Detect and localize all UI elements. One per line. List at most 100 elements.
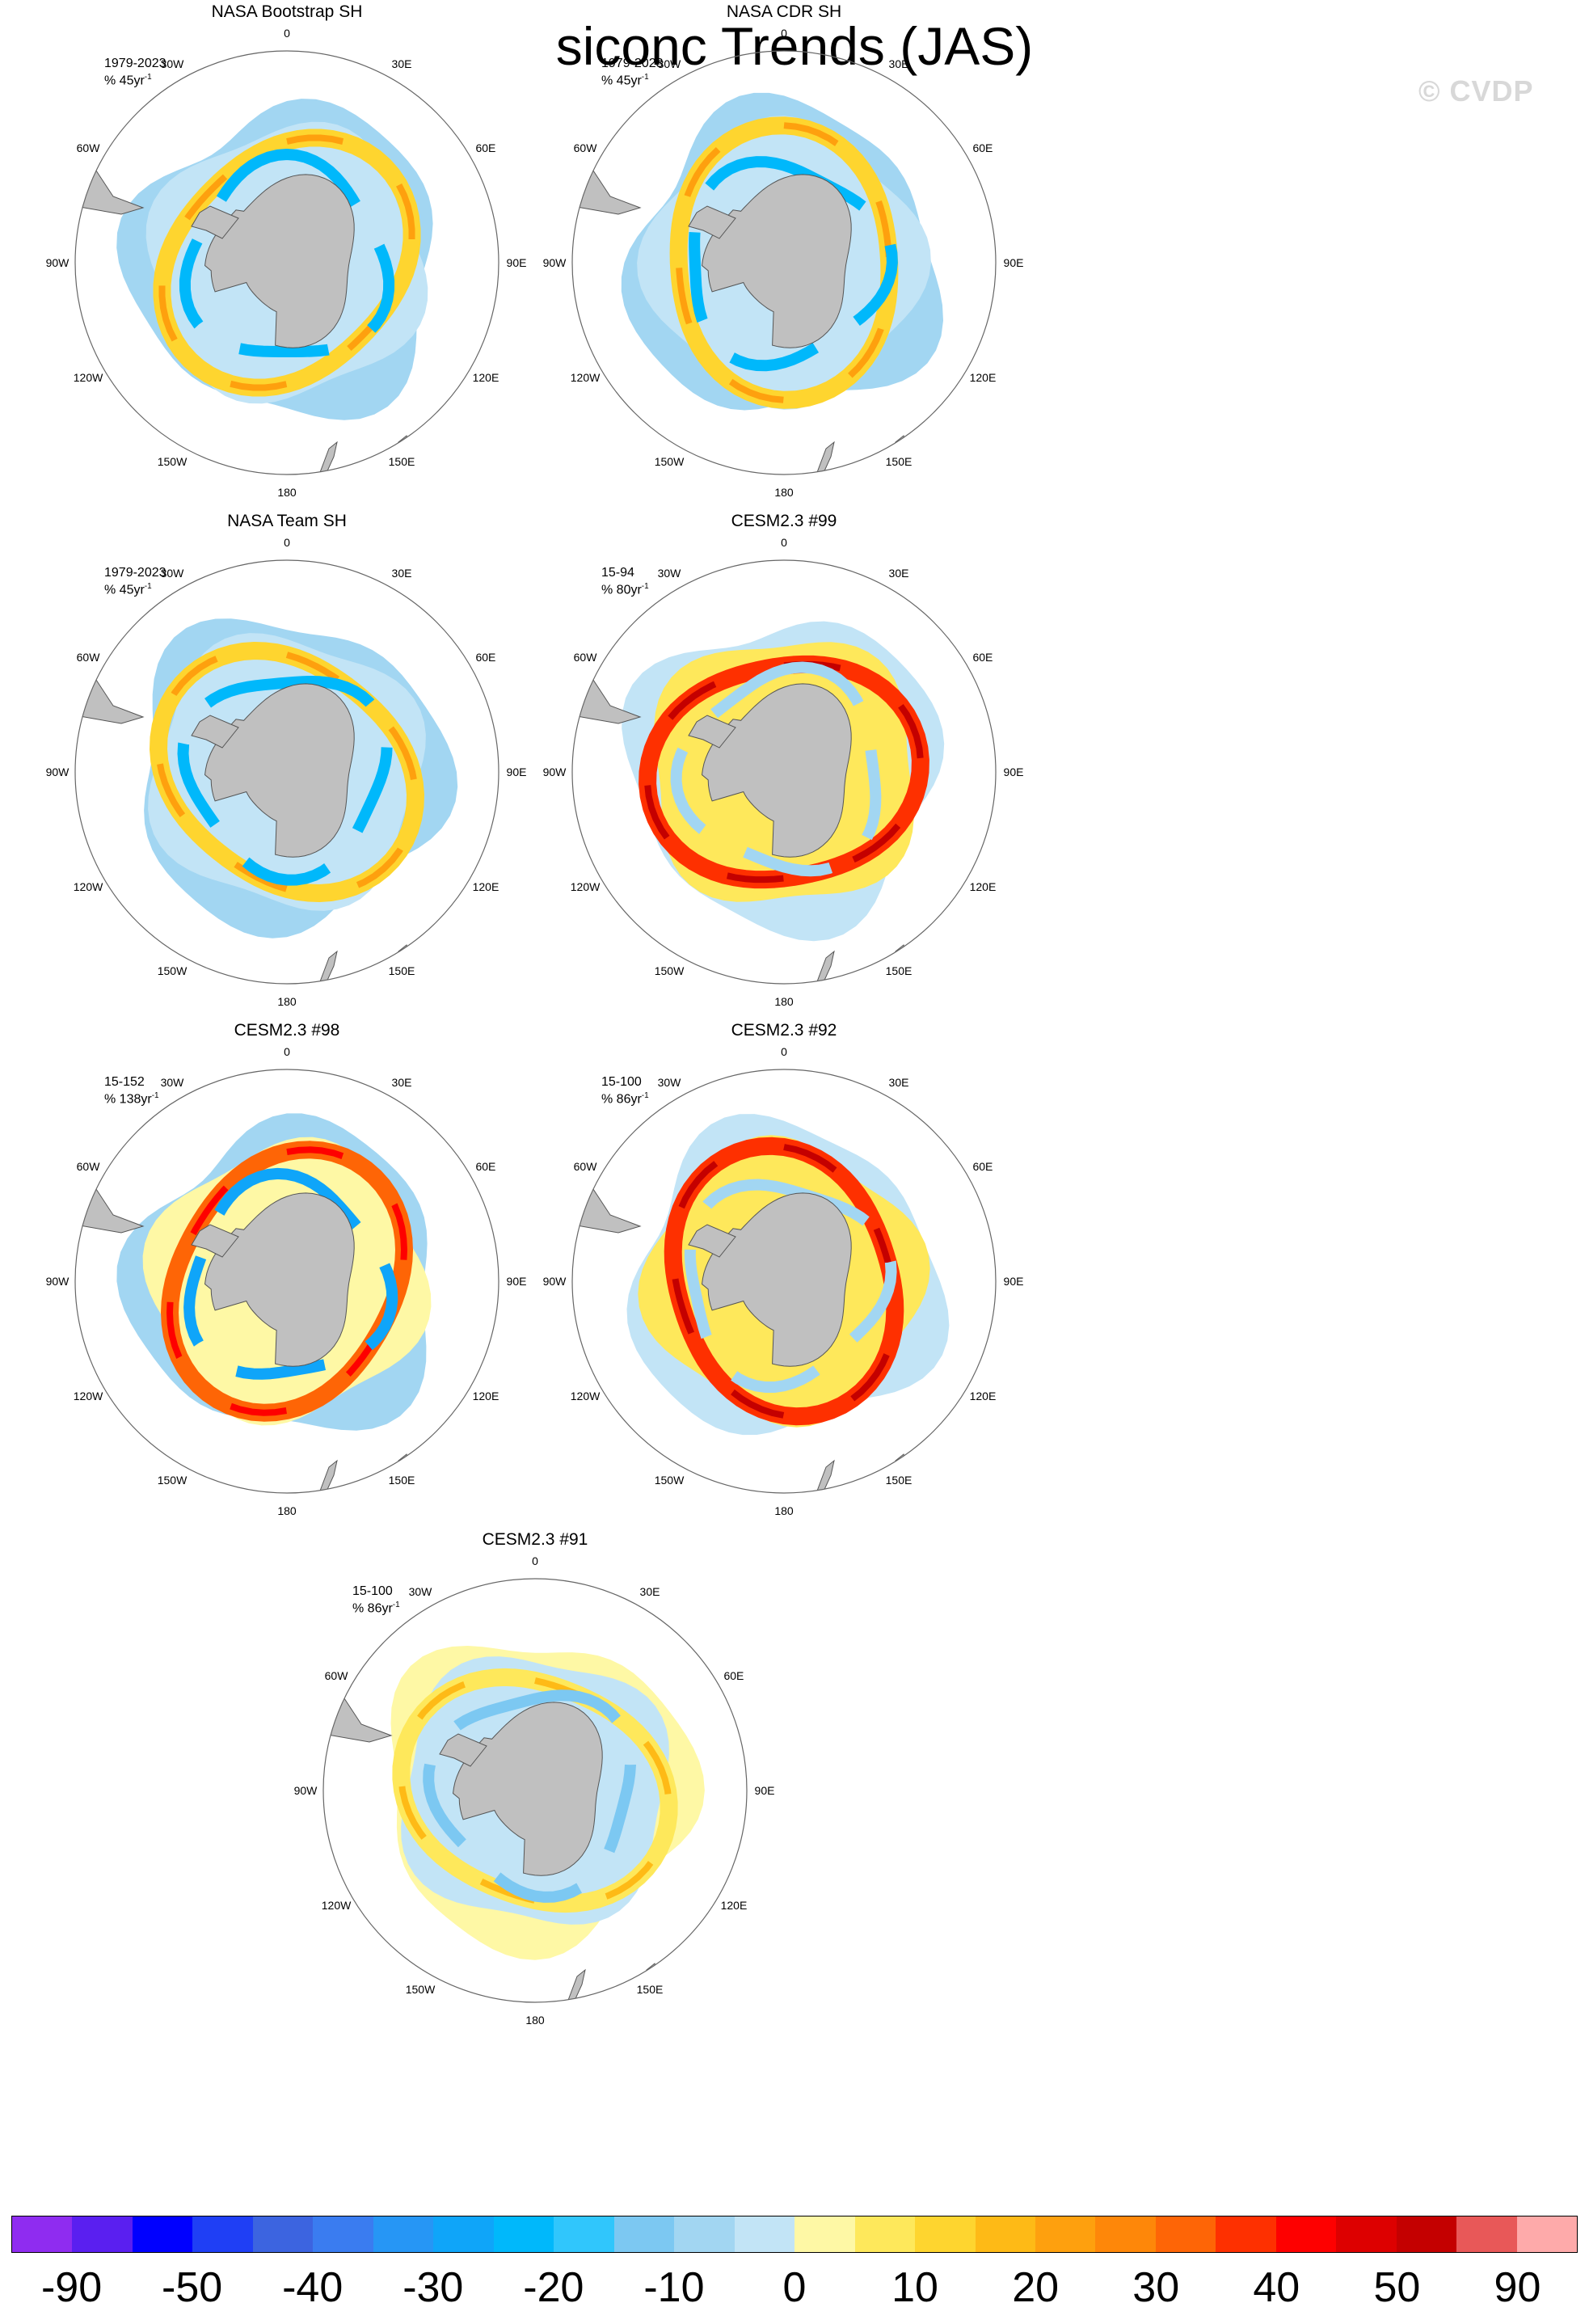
panel-period: 15-100 — [352, 1584, 393, 1598]
negative-trend-band — [423, 1689, 636, 1903]
polar-stereographic-map — [74, 1069, 499, 1494]
panel-units-exponent: -1 — [641, 1091, 649, 1100]
longitude-label: 120W — [73, 880, 103, 893]
panel-title: NASA Team SH — [227, 512, 347, 530]
colorbar-tick-label: 90 — [1494, 2264, 1541, 2311]
colorbar-tick-label: 0 — [782, 2264, 807, 2311]
colorbar-swatch — [132, 2216, 193, 2252]
colorbar-swatch — [1035, 2216, 1096, 2252]
longitude-label: 30W — [657, 57, 681, 71]
map-panel: CESM2.3 #98 15-152% 138yr-1 0 30E 60E 90E 120E… — [28, 1021, 546, 1540]
panel-units-text: % 45yr — [104, 74, 145, 88]
map-boundary-circle — [322, 1578, 748, 2003]
panel-units-text: % 45yr — [104, 583, 145, 597]
strong-trend-band — [675, 122, 893, 403]
colorbar-tick-label: -10 — [643, 2264, 705, 2311]
panel-units-text: % 86yr — [601, 1092, 642, 1107]
panel-units: % 45yr-1 — [104, 70, 166, 87]
south-america-tip — [323, 1693, 393, 1743]
colorbar-swatch — [613, 2216, 675, 2252]
longitude-label: 120W — [73, 371, 103, 384]
antarctic-peninsula — [688, 1224, 736, 1258]
panel-period-info: 1979-2023% 45yr-1 — [601, 57, 664, 87]
colorbar-swatch — [1095, 2216, 1156, 2252]
colorbar-swatch — [734, 2216, 795, 2252]
longitude-label: 0 — [284, 536, 290, 549]
panel-period-info: 1979-2023% 45yr-1 — [104, 566, 166, 597]
colorbar-swatch — [493, 2216, 554, 2252]
colorbar-swatch — [433, 2216, 494, 2252]
longitude-label: 120W — [321, 1899, 352, 1912]
longitude-label: 90W — [45, 1275, 70, 1288]
longitude-label: 60E — [475, 1160, 496, 1173]
new-zealand — [816, 950, 835, 984]
negative-trend-band — [179, 149, 395, 357]
longitude-label: 180 — [277, 1504, 297, 1517]
longitude-label: 90W — [542, 1275, 567, 1288]
colorbar-tick-label: -50 — [162, 2264, 223, 2311]
colorbar-swatch — [1516, 2216, 1578, 2252]
polar-stereographic-map — [571, 559, 997, 985]
longitude-label: 60W — [573, 1160, 597, 1173]
new-zealand — [816, 1459, 835, 1493]
longitude-label: 150W — [157, 454, 188, 468]
panel-units-text: % 86yr — [352, 1601, 393, 1616]
longitude-label: 180 — [774, 486, 794, 499]
longitude-label: 60E — [475, 651, 496, 664]
polar-stereographic-map — [322, 1578, 748, 2003]
colorbar-swatch — [854, 2216, 916, 2252]
longitude-label: 150E — [388, 964, 415, 977]
longitude-label: 30E — [391, 57, 412, 71]
colorbar-swatch — [373, 2216, 434, 2252]
longitude-label: 120E — [472, 371, 499, 384]
panel-title: NASA CDR SH — [726, 2, 842, 21]
longitude-label: 30E — [391, 1076, 412, 1090]
panel-title: CESM2.3 #92 — [731, 1021, 837, 1040]
negative-trend-band — [177, 676, 393, 886]
colorbar-swatch — [1275, 2216, 1337, 2252]
longitude-label: 150W — [405, 1982, 436, 1996]
colorbar-tick-label: 10 — [891, 2264, 938, 2311]
colorbar-tick-label: -90 — [40, 2264, 103, 2311]
colorbar-swatch — [192, 2216, 253, 2252]
longitude-label: 60W — [573, 141, 597, 154]
map-panel: NASA Bootstrap SH 1979-2023% 45yr-1 0 30E 60… — [28, 2, 546, 521]
longitude-label: 60E — [972, 1160, 993, 1173]
longitude-label: 30E — [888, 57, 909, 71]
panel-period: 1979-2023 — [104, 57, 166, 70]
positive-trend-band — [664, 1137, 904, 1426]
south-america-tip — [572, 1183, 642, 1234]
longitude-label: 60W — [324, 1669, 348, 1682]
longitude-label: 180 — [277, 995, 297, 1008]
panel-units-exponent: -1 — [144, 73, 152, 82]
longitude-label: 90W — [542, 766, 567, 778]
panel-units-exponent: -1 — [151, 1091, 159, 1100]
longitude-label: 30W — [408, 1585, 432, 1599]
antarctic-peninsula — [191, 1224, 239, 1258]
map-boundary-circle — [74, 559, 499, 985]
panel-units: % 86yr-1 — [352, 1598, 400, 1615]
panel-units-text: % 45yr — [601, 74, 642, 88]
map-panel: NASA CDR SH 1979-2023% 45yr-1 0 30E 60E 90E 12… — [525, 2, 1043, 521]
panel-period: 15-94 — [601, 566, 634, 580]
colorbar-swatch — [915, 2216, 976, 2252]
strong-trend-band — [644, 660, 924, 884]
panel-units-exponent: -1 — [641, 582, 649, 591]
map-boundary-circle — [74, 1069, 499, 1494]
panel-units: % 45yr-1 — [601, 70, 664, 87]
longitude-label: 0 — [284, 27, 290, 40]
panel-period-info: 15-94% 80yr-1 — [601, 566, 649, 597]
longitude-label: 120E — [472, 880, 499, 893]
longitude-label: 150W — [157, 1473, 188, 1487]
panel-units: % 80yr-1 — [601, 580, 649, 597]
longitude-label: 0 — [532, 1554, 538, 1567]
antarctic-peninsula — [688, 205, 736, 239]
panel-units-text: % 138yr — [104, 1092, 152, 1107]
map-panel: CESM2.3 #92 15-100% 86yr-1 0 30E 60E 90E 120E 1… — [525, 1021, 1043, 1540]
south-america-tip — [75, 165, 145, 215]
panel-units: % 138yr-1 — [104, 1089, 159, 1106]
longitude-label: 120E — [720, 1899, 748, 1912]
panel-period: 15-152 — [104, 1075, 145, 1089]
polar-stereographic-map — [74, 559, 499, 985]
longitude-label: 120W — [73, 1390, 103, 1402]
